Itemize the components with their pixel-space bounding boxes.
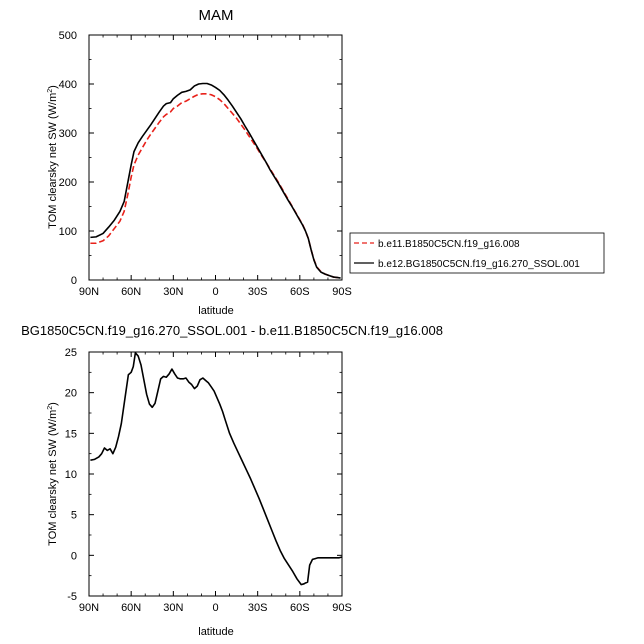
top-chart-series-line-2	[90, 82, 341, 279]
top-chart: MAM TOM clearsky net SW (W/m2) latitude …	[47, 7, 605, 317]
bottom-chart-title: BG1850C5CN.f19_g16.270_SSOL.001 - b.e11.…	[21, 323, 443, 338]
top-chart-y-axis-label-sup: 2	[47, 89, 54, 93]
top-chart-x-tick-label: 60N	[121, 286, 141, 298]
top-chart-series	[90, 82, 341, 279]
bottom-chart-y-axis-label-main: TOM clearsky net SW (W/m	[47, 410, 59, 546]
top-chart-y-tick-label: 0	[71, 275, 77, 287]
top-chart-x-tick-label: 30N	[163, 286, 183, 298]
bottom-chart-series	[90, 352, 343, 586]
bottom-chart-y-tick-label: 0	[71, 550, 77, 562]
top-chart-y-tick-label: 100	[59, 226, 77, 238]
top-chart-frame	[88, 34, 343, 281]
bottom-chart-x-tick-label: 30N	[163, 602, 183, 614]
bottom-chart-y-axis-label-sup: 2	[47, 406, 54, 410]
top-chart-x-tick-label: 90S	[332, 286, 352, 298]
bottom-chart-x-tick-label: 90N	[79, 602, 99, 614]
bottom-chart-y-axis-label: TOM clearsky net SW (W/m2)	[47, 402, 59, 546]
top-chart-title: MAM	[199, 7, 234, 24]
top-chart-ticks: 90N 60N 30N 0 30S 60S 90S 0 100 200 300 400 500	[59, 30, 352, 298]
bottom-chart-series-line-1	[90, 352, 343, 586]
bottom-chart-frame	[88, 351, 343, 597]
top-chart-x-tick-label: 60S	[290, 286, 310, 298]
top-chart-x-axis-label: latitude	[198, 305, 233, 317]
bottom-chart-ticks: 90N 60N 30N 0 30S 60S 90S -5 0 5 10 15 20 25	[65, 347, 352, 614]
top-chart-x-tick-label: 30S	[248, 286, 268, 298]
top-chart-legend: b.e11.B1850C5CN.f19_g16.008 b.e12.BG1850…	[349, 232, 605, 274]
bottom-chart-x-tick-label: 60S	[290, 602, 310, 614]
legend-label-series-1: b.e11.B1850C5CN.f19_g16.008	[378, 239, 520, 250]
bottom-chart: BG1850C5CN.f19_g16.270_SSOL.001 - b.e11.…	[21, 323, 443, 638]
bottom-chart-x-tick-label: 0	[212, 602, 218, 614]
top-chart-y-tick-label: 300	[59, 128, 77, 140]
bottom-chart-y-tick-label: 25	[65, 347, 77, 359]
top-chart-y-axis-label-main: TOM clearsky net SW (W/m	[47, 93, 59, 229]
top-chart-y-tick-label: 200	[59, 177, 77, 189]
bottom-chart-y-tick-label: 15	[65, 428, 77, 440]
legend-box	[349, 232, 605, 274]
bottom-chart-y-tick-label: 5	[71, 510, 77, 522]
bottom-chart-x-axis-label: latitude	[198, 626, 233, 638]
bottom-chart-x-tick-label: 90S	[332, 602, 352, 614]
top-chart-y-tick-label: 500	[59, 30, 77, 42]
bottom-chart-y-axis-label-tail: )	[47, 402, 59, 406]
bottom-chart-x-tick-label: 30S	[248, 602, 268, 614]
top-chart-x-tick-label: 90N	[79, 286, 99, 298]
top-chart-x-tick-label: 0	[212, 286, 218, 298]
bottom-chart-y-tick-label: -5	[67, 591, 77, 603]
bottom-chart-y-tick-label: 20	[65, 388, 77, 400]
legend-label-series-2: b.e12.BG1850C5CN.f19_g16.270_SSOL.001	[378, 259, 580, 270]
top-chart-y-axis-label: TOM clearsky net SW (W/m2)	[47, 85, 59, 229]
top-chart-y-axis-label-tail: )	[47, 85, 59, 89]
top-chart-y-tick-label: 400	[59, 79, 77, 91]
bottom-chart-x-tick-label: 60N	[121, 602, 141, 614]
bottom-chart-y-tick-label: 10	[65, 469, 77, 481]
